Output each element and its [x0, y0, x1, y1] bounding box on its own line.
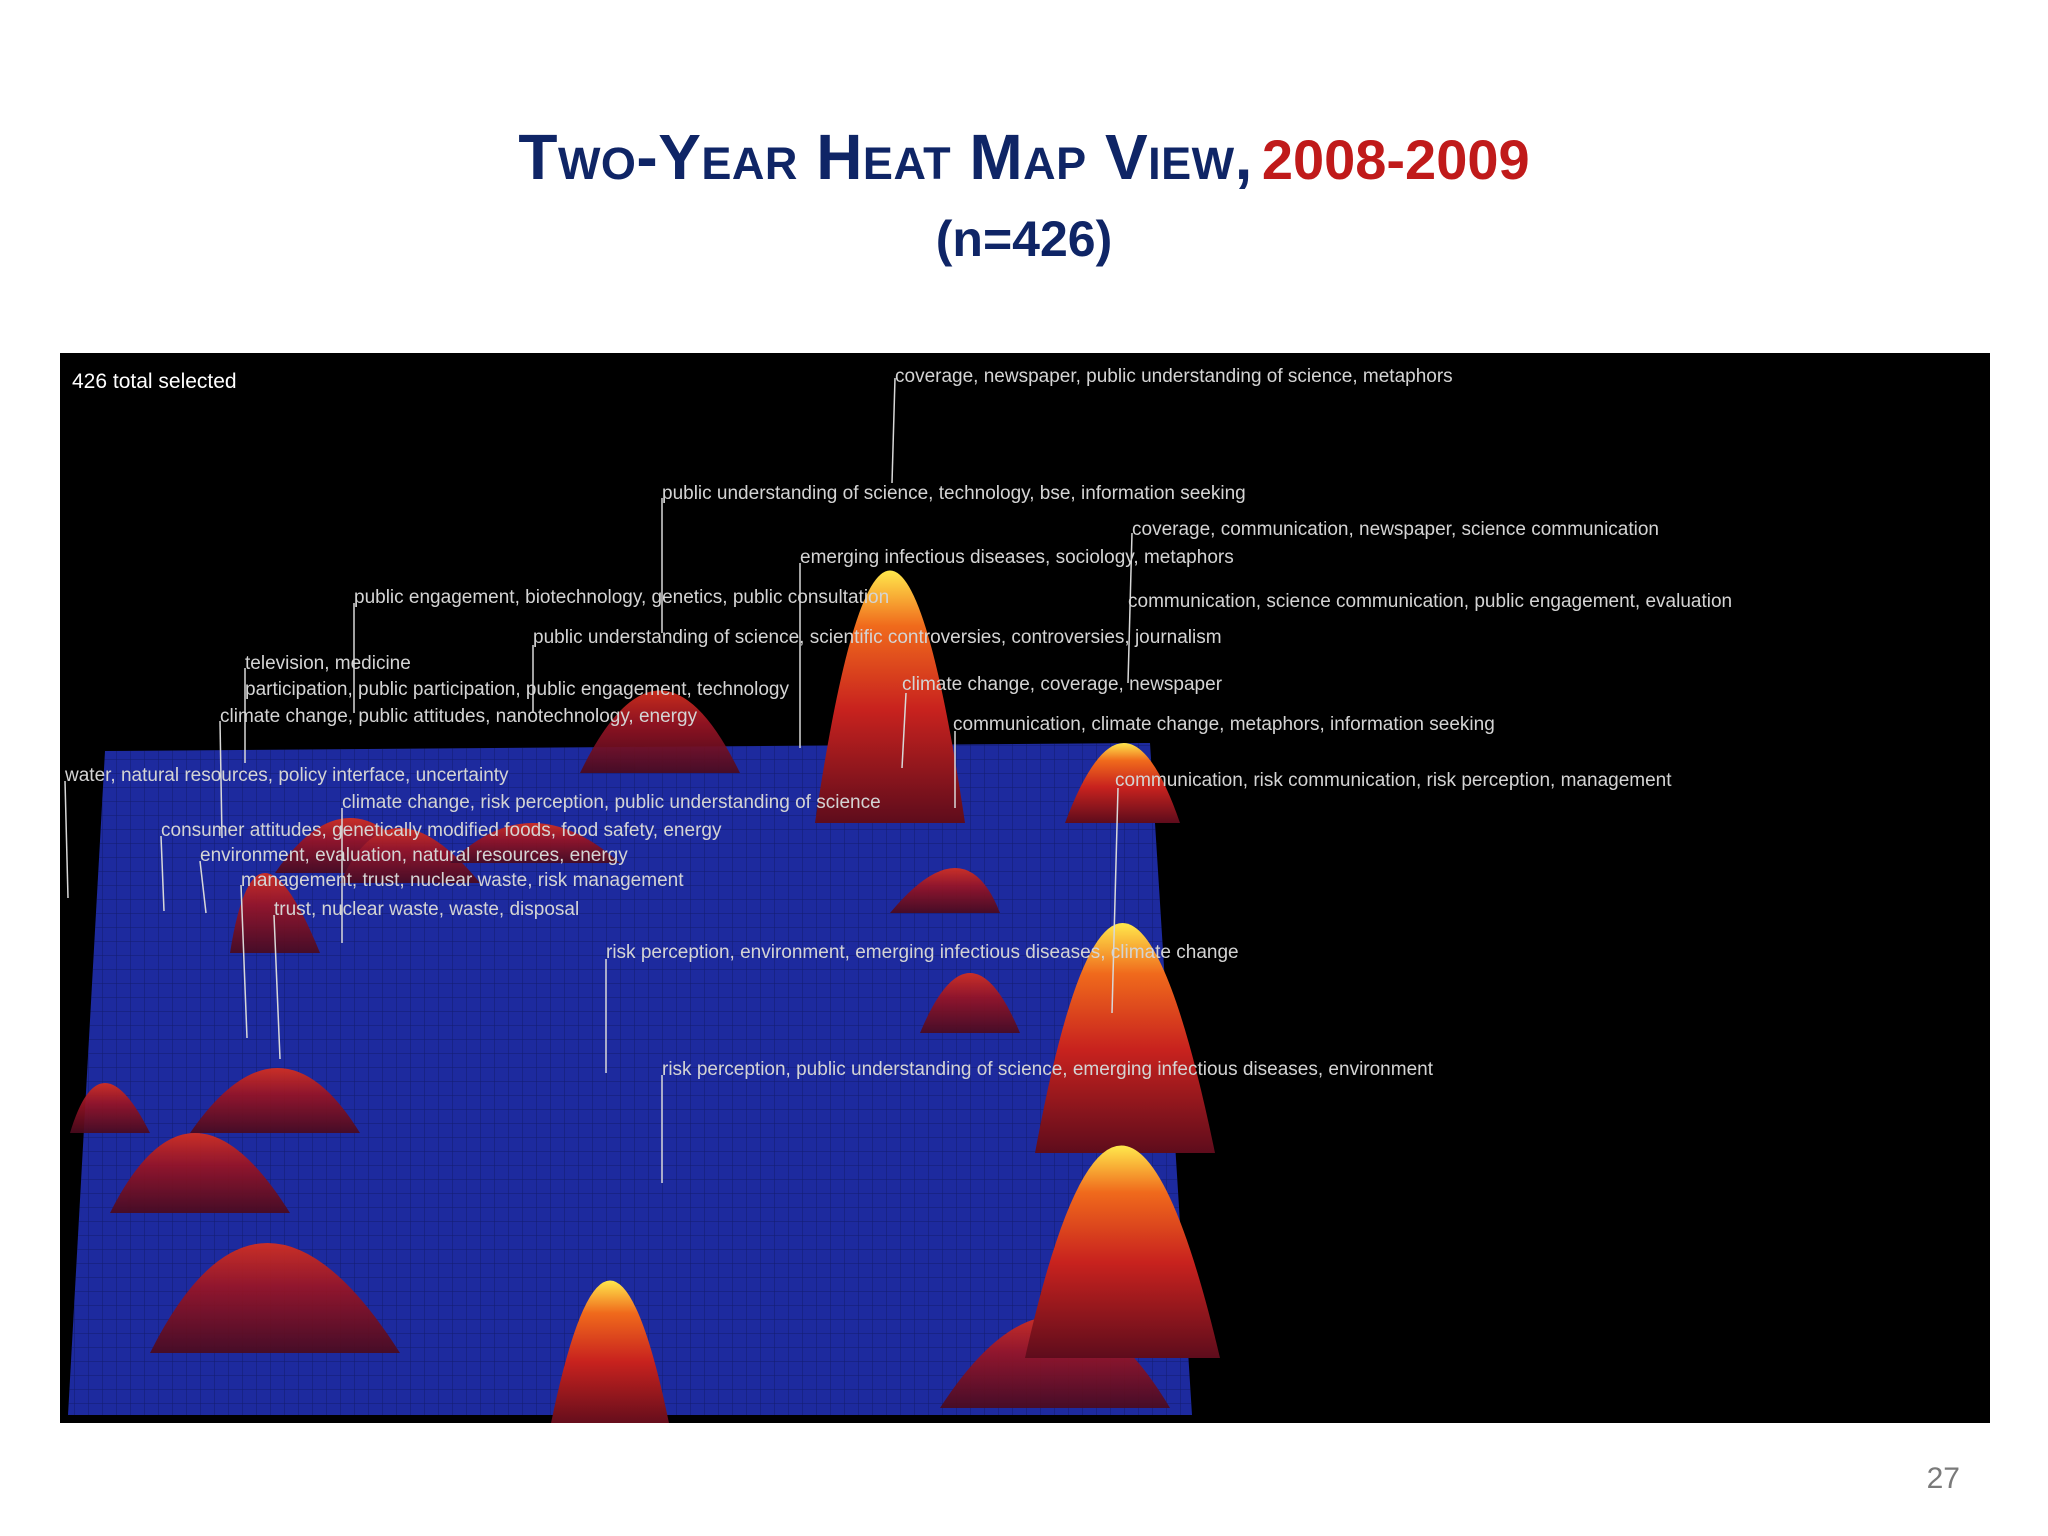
- heatmap-mounds: [70, 690, 1170, 1408]
- heatmap-label-21: risk perception, public understanding of…: [662, 1059, 1434, 1080]
- slide-title: Two-Year Heat Map View, 2008-2009: [0, 125, 2048, 189]
- heatmap-label-17: environment, evaluation, natural resourc…: [200, 845, 628, 866]
- heatmap-label-13: water, natural resources, policy interfa…: [64, 765, 509, 786]
- slide-subtitle: (n=426): [935, 211, 1113, 267]
- heatmap-label-2: public understanding of science, technol…: [662, 483, 1246, 504]
- heatmap-canvas: 426 total selected coverage, newspaper, …: [64, 366, 1732, 1423]
- heatmap-label-9: participation, public participation, pub…: [245, 679, 789, 700]
- selection-status: 426 total selected: [72, 370, 237, 393]
- heatmap-label-16: consumer attitudes, genetically modified…: [161, 820, 722, 841]
- heatmap-label-11: climate change, public attitudes, nanote…: [220, 706, 698, 727]
- heatmap-label-18: management, trust, nuclear waste, risk m…: [241, 870, 684, 891]
- heatmap-label-8: television, medicine: [245, 653, 411, 674]
- slide-title-text: Two-Year Heat Map View,: [518, 121, 1253, 193]
- heatmap-label-1: coverage, newspaper, public understandin…: [895, 366, 1453, 387]
- heatmap-label-15: climate change, risk perception, public …: [342, 792, 881, 813]
- page-number: 27: [1926, 1462, 1960, 1495]
- heatmap-label-4: emerging infectious diseases, sociology,…: [800, 547, 1234, 568]
- heatmap-label-6: communication, science communication, pu…: [1128, 591, 1732, 612]
- label-leader-lines: [64, 377, 1133, 1183]
- heatmap-label-20: risk perception, environment, emerging i…: [606, 942, 1239, 963]
- heatmap-label-3: coverage, communication, newspaper, scie…: [1132, 519, 1659, 540]
- heatmap-visualization: 426 total selected coverage, newspaper, …: [60, 353, 1990, 1423]
- slide-title-years: 2008-2009: [1261, 128, 1530, 191]
- heatmap-label-5: public engagement, biotechnology, geneti…: [354, 587, 889, 608]
- heatmap-label-12: communication, climate change, metaphors…: [953, 714, 1495, 735]
- heatmap-label-14: communication, risk communication, risk …: [1115, 770, 1672, 791]
- heatmap-peaks: [551, 570, 1220, 1423]
- heatmap-label-19: trust, nuclear waste, waste, disposal: [274, 899, 579, 920]
- heatmap-label-10: climate change, coverage, newspaper: [902, 674, 1223, 695]
- heatmap-label-7: public understanding of science, scienti…: [533, 627, 1222, 648]
